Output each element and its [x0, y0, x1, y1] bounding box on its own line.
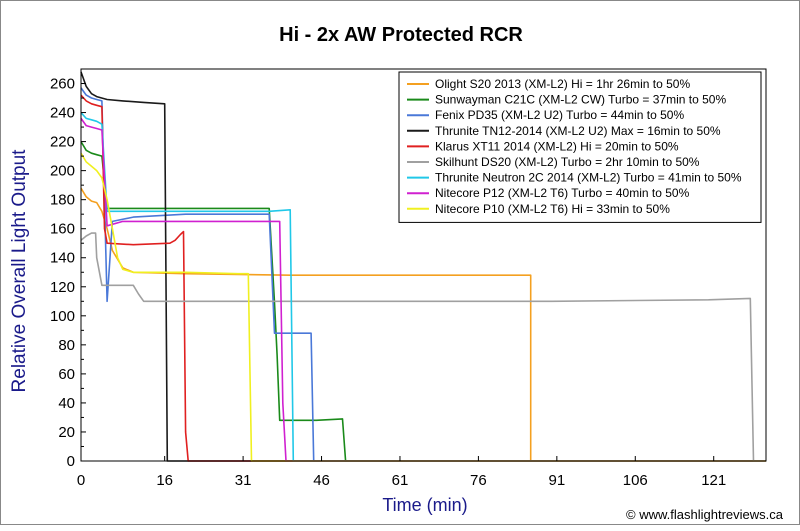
y-tick-label: 260: [50, 76, 75, 93]
y-tick-label: 20: [58, 424, 75, 441]
y-tick-label: 40: [58, 395, 75, 412]
series-line-7: [80, 112, 766, 462]
legend-entry: Thrunite Neutron 2C 2014 (XM-L2) Turbo =…: [435, 171, 742, 185]
legend-entry: Klarus XT11 2014 (XM-L2) Hi = 20min to 5…: [435, 139, 679, 153]
y-tick-label: 220: [50, 134, 75, 151]
legend-entry: Sunwayman C21C (XM-L2 CW) Turbo = 37min …: [435, 93, 726, 107]
legend-entry: Nitecore P12 (XM-L2 T6) Turbo = 40min to…: [435, 186, 690, 200]
series-line-8: [80, 117, 766, 462]
legend-box: [398, 71, 762, 223]
series-line-4: [80, 71, 766, 462]
legend-entry: Skilhunt DS20 (XM-L2) Turbo = 2hr 10min …: [435, 155, 700, 169]
legend-entry: Fenix PD35 (XM-L2 U2) Turbo = 44min to 5…: [435, 108, 684, 122]
legend: Olight S20 2013 (XM-L2) Hi = 1hr 26min t…: [398, 71, 762, 223]
y-tick-label: 180: [50, 192, 75, 209]
y-tick-label: 100: [50, 308, 75, 325]
y-tick-label: 60: [58, 366, 75, 383]
series-line-3: [80, 87, 766, 462]
series-line-5: [80, 94, 766, 462]
x-tick-label: 76: [470, 472, 487, 489]
x-tick-label: 16: [156, 472, 173, 489]
y-tick-label: 0: [67, 453, 75, 470]
x-axis-label: Time (min): [382, 495, 467, 515]
plot-area-border: [80, 68, 767, 462]
x-tick-label: 106: [623, 472, 648, 489]
y-tick-label: 240: [50, 105, 75, 122]
copyright-text: © www.flashlightreviews.ca: [626, 507, 784, 522]
series-line-6: [80, 232, 766, 462]
legend-entry: Olight S20 2013 (XM-L2) Hi = 1hr 26min t…: [435, 77, 690, 91]
series-line-2: [80, 141, 766, 462]
x-tick-label: 61: [392, 472, 409, 489]
x-tick-label: 31: [235, 472, 252, 489]
series-line-9: [80, 152, 766, 462]
axes-layer: 0 20 40 60 80 100 120 140 160 180 200 220 240 260 0 16 3…: [50, 68, 767, 489]
x-tick-label: 91: [548, 472, 565, 489]
chart-title: Hi - 2x AW Protected RCR: [279, 24, 523, 46]
legend-entry: Thrunite TN12-2014 (XM-L2 U2) Max = 16mi…: [435, 124, 721, 138]
y-axis-label: Relative Overall Light Output: [9, 149, 30, 393]
y-tick-label: 200: [50, 163, 75, 180]
y-tick-label: 120: [50, 279, 75, 296]
x-tick-label: 46: [313, 472, 330, 489]
x-tick-label: 121: [701, 472, 726, 489]
legend-entry: Nitecore P10 (XM-L2 T6) Hi = 33min to 50…: [435, 202, 670, 216]
series-layer: [80, 71, 766, 462]
y-tick-label: 160: [50, 221, 75, 238]
x-tick-label: 0: [77, 472, 85, 489]
y-tick-label: 140: [50, 250, 75, 267]
y-tick-label: 80: [58, 337, 75, 354]
